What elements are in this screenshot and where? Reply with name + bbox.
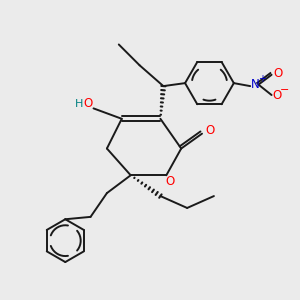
Text: O: O <box>272 88 281 101</box>
Text: +: + <box>258 74 266 84</box>
Text: O: O <box>165 175 175 188</box>
Text: O: O <box>206 124 215 136</box>
Text: N: N <box>250 78 259 91</box>
Text: −: − <box>279 85 289 95</box>
Text: O: O <box>84 98 93 110</box>
Text: H: H <box>75 99 83 109</box>
Text: O: O <box>274 67 283 80</box>
